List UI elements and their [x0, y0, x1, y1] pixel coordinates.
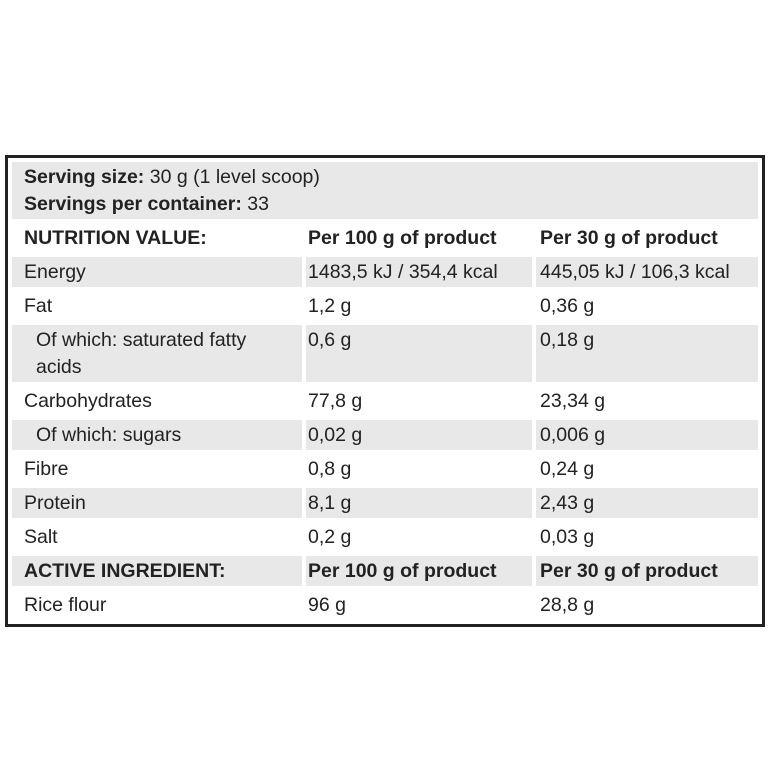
table-cell: 0,18 g [536, 325, 758, 382]
header-cell: Per 30 g of product [536, 556, 758, 586]
table-cell: 0,8 g [308, 458, 352, 480]
table-cell: Protein [12, 488, 302, 518]
table-cell: 2,43 g [536, 488, 758, 518]
header-row: ACTIVE INGREDIENT: Per 100 g of product Pe… [12, 556, 758, 586]
table-row: Carbohydrates 77,8 g 23,34 g [12, 386, 758, 416]
table-cell: 0,36 g [540, 295, 595, 317]
header-row: NUTRITION VALUE: Per 100 g of product Per … [12, 223, 758, 253]
serving-cell: Serving size: 30 g (1 level scoop) Servi… [12, 162, 758, 219]
table-cell: Carbohydrates [24, 390, 152, 412]
table-cell: 0,2 g [308, 526, 352, 548]
table-cell: 0,24 g [540, 458, 595, 480]
table-row: Fat 1,2 g 0,36 g [12, 291, 758, 321]
table-cell: 0,03 g [540, 526, 595, 548]
table-row: Salt 0,2 g 0,03 g [12, 522, 758, 552]
nutrition-table: Serving size: 30 g (1 level scoop) Servi… [8, 158, 762, 624]
table-cell: 1,2 g [308, 295, 352, 317]
table-cell: 445,05 kJ / 106,3 kcal [536, 257, 758, 287]
table-cell: 1483,5 kJ / 354,4 kcal [306, 257, 532, 287]
table-row: Of which: sugars 0,02 g 0,006 g [12, 420, 758, 450]
table-cell: Energy [12, 257, 302, 287]
table-cell: Salt [24, 526, 58, 548]
serving-row: Serving size: 30 g (1 level scoop) Servi… [12, 162, 758, 219]
serving-size-label: Serving size: [24, 166, 145, 188]
table-cell: 0,6 g [306, 325, 532, 382]
table-row: Of which: saturated fatty acids 0,6 g 0,18… [12, 325, 758, 382]
table-cell: Rice flour [24, 594, 107, 616]
table-cell: Of which: saturated fatty acids [12, 325, 302, 382]
servings-count-label: Servings per container: [24, 193, 242, 215]
header-cell: ACTIVE INGREDIENT: [12, 556, 302, 586]
table-cell: 0,02 g [306, 420, 532, 450]
table-cell: 28,8 g [540, 594, 595, 616]
table-cell: Of which: sugars [12, 420, 302, 450]
serving-size: 30 g (1 level scoop) [149, 166, 320, 188]
table-row: Energy 1483,5 kJ / 354,4 kcal 445,05 kJ / … [12, 257, 758, 287]
table-cell: Fibre [24, 458, 69, 480]
table-cell: Fat [24, 295, 53, 317]
table-cell: 77,8 g [308, 390, 363, 412]
table-row: Fibre 0,8 g 0,24 g [12, 454, 758, 484]
servings-count: 33 [247, 193, 269, 215]
table-cell: 23,34 g [540, 390, 606, 412]
table-cell: 96 g [308, 594, 346, 616]
nutrition-label: Serving size: 30 g (1 level scoop) Servi… [5, 155, 765, 627]
table-cell: 8,1 g [306, 488, 532, 518]
table-row: Rice flour 96 g 28,8 g [12, 590, 758, 620]
header-cell: Per 100 g of product [306, 556, 532, 586]
header-cell: Per 30 g of product [540, 227, 718, 249]
header-cell: NUTRITION VALUE: [24, 227, 207, 249]
table-row: Protein 8,1 g 2,43 g [12, 488, 758, 518]
table-cell: 0,006 g [536, 420, 758, 450]
header-cell: Per 100 g of product [308, 227, 497, 249]
